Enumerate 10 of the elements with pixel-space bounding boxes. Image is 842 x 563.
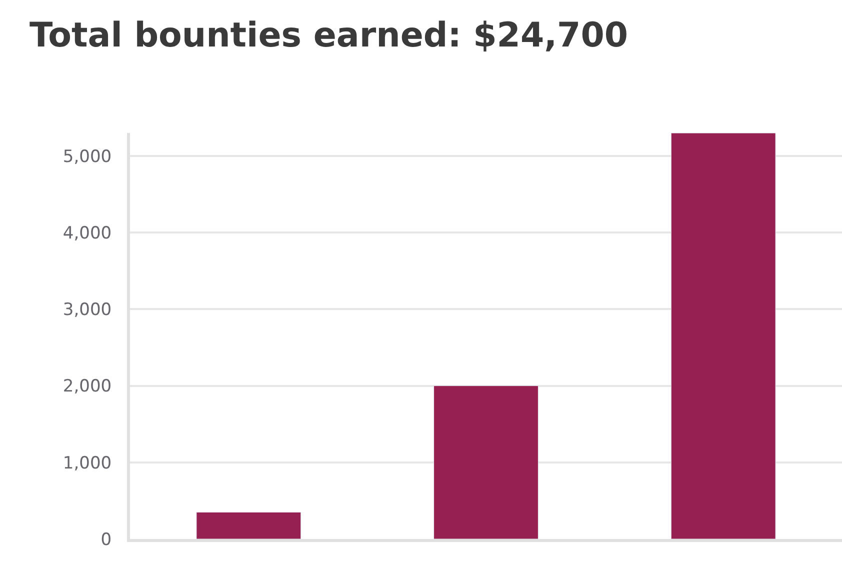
y-tick-label: 3,000 [62,300,112,320]
bar [670,133,776,539]
y-tick-label: 2,000 [62,376,112,397]
y-tick-label: 0 [100,530,112,550]
y-tick-label: 4,000 [62,224,112,244]
bar [434,386,538,539]
y-tick-label: 5,000 [62,146,112,167]
y-tick-label: 1,000 [62,453,112,474]
chart-title: Total bounties earned: $24,700 [29,15,628,56]
bar [196,512,302,539]
